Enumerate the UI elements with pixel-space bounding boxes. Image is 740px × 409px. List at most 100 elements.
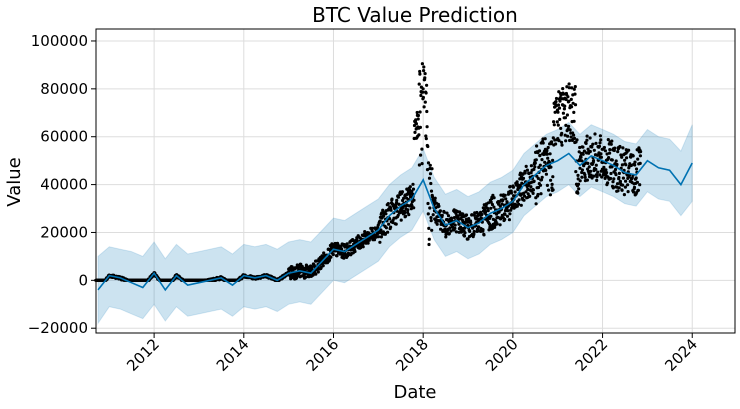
observed-point (591, 142, 595, 146)
observed-point (567, 124, 571, 128)
observed-point (629, 163, 633, 168)
observed-point (487, 222, 492, 226)
observed-point (578, 166, 582, 170)
observed-point (389, 225, 393, 229)
observed-point (376, 235, 381, 239)
observed-point (592, 174, 596, 178)
observed-point (617, 186, 621, 190)
observed-point (538, 183, 543, 187)
observed-point (391, 220, 395, 225)
observed-point (418, 125, 422, 129)
observed-point (635, 180, 640, 184)
observed-point (630, 176, 634, 180)
observed-point (571, 101, 575, 105)
observed-point (572, 87, 576, 91)
observed-point (606, 181, 610, 185)
observed-point (430, 228, 434, 232)
observed-point (421, 90, 425, 94)
y-axis-title: Value (4, 157, 25, 206)
observed-point (610, 158, 614, 162)
observed-point (411, 182, 415, 186)
observed-point (459, 225, 463, 229)
observed-point (569, 97, 573, 101)
observed-point (620, 188, 624, 192)
observed-point (329, 255, 333, 259)
observed-point (551, 175, 555, 179)
observed-point (550, 140, 554, 144)
observed-point (394, 201, 399, 205)
observed-point (421, 95, 425, 100)
observed-point (564, 139, 568, 143)
observed-point (505, 214, 510, 218)
observed-point (406, 208, 410, 212)
observed-point (520, 181, 524, 185)
observed-point (602, 145, 607, 150)
observed-point (632, 185, 637, 189)
observed-point (379, 228, 383, 232)
observed-point (419, 93, 423, 98)
observed-point (540, 175, 544, 179)
observed-point (463, 231, 467, 235)
observed-point (633, 163, 637, 167)
observed-point (426, 161, 431, 165)
observed-point (598, 134, 603, 138)
observed-point (609, 176, 613, 181)
observed-point (467, 217, 471, 221)
observed-point (541, 141, 545, 145)
observed-point (402, 196, 406, 200)
observed-point (486, 209, 490, 213)
observed-point (615, 162, 619, 167)
observed-point (372, 238, 377, 242)
observed-point (409, 207, 413, 211)
grid-lines (96, 29, 735, 333)
y-axis-ticks: −20000 0 20000 40000 60000 80000 100000 (28, 32, 96, 337)
observed-point (418, 69, 422, 74)
observed-point (507, 218, 511, 222)
observed-point (445, 211, 449, 215)
observed-point (577, 187, 581, 191)
y-tick-label: 20000 (40, 223, 88, 241)
observed-point (563, 104, 567, 108)
observed-point (456, 217, 460, 221)
observed-point (475, 216, 479, 221)
observed-point (442, 210, 446, 214)
observed-point (556, 110, 560, 114)
observed-point (420, 147, 424, 151)
observed-point (407, 213, 411, 217)
observed-point (554, 100, 558, 104)
observed-point (595, 178, 599, 182)
observed-point (412, 206, 416, 210)
observed-point (397, 202, 401, 206)
observed-point (554, 142, 558, 146)
observed-point (570, 105, 574, 109)
observed-point (572, 119, 576, 123)
observed-point (599, 152, 603, 156)
observed-point (315, 267, 319, 271)
observed-point (428, 206, 432, 210)
observed-point (446, 214, 451, 218)
observed-point (576, 182, 581, 186)
y-tick-label: 100000 (31, 32, 88, 50)
observed-point (420, 162, 424, 166)
observed-point (381, 208, 385, 212)
observed-point (506, 209, 510, 213)
observed-point (416, 117, 420, 121)
observed-point (415, 110, 419, 115)
observed-point (501, 198, 505, 202)
observed-point (540, 158, 544, 162)
observed-point (620, 163, 625, 167)
observed-point (426, 212, 430, 216)
observed-point (590, 145, 594, 149)
observed-point (549, 178, 553, 182)
observed-point (563, 133, 567, 137)
observed-point (421, 87, 425, 91)
observed-point (598, 173, 602, 177)
observed-point (568, 128, 572, 132)
observed-point (429, 189, 434, 193)
observed-point (580, 170, 584, 175)
observed-point (425, 83, 429, 87)
observed-point (599, 138, 603, 142)
observed-point (633, 160, 637, 164)
observed-point (562, 107, 567, 111)
observed-point (417, 163, 421, 167)
